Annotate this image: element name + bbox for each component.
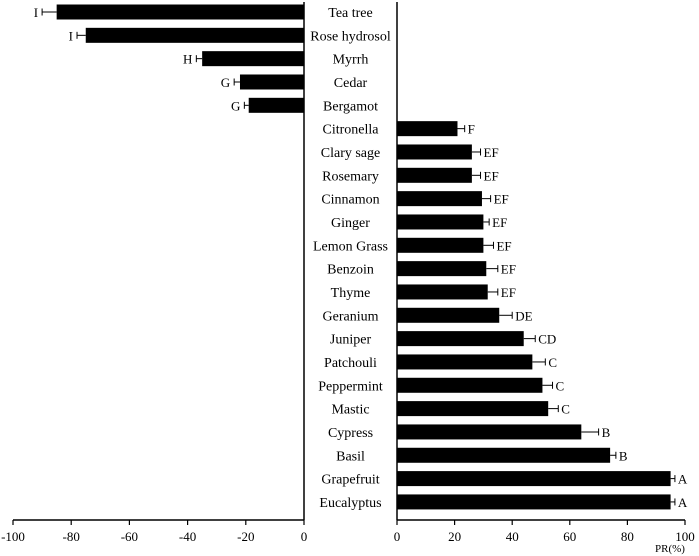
category-label: Peppermint: [318, 379, 383, 394]
bar: [397, 401, 549, 417]
significance-label: I: [69, 28, 73, 43]
significance-label: G: [221, 75, 230, 90]
category-label: Tea tree: [328, 6, 372, 21]
x-tick-label: -100: [1, 529, 25, 544]
category-label: Lemon Grass: [313, 239, 388, 254]
bar: [397, 494, 671, 510]
x-tick-label: 40: [506, 529, 519, 544]
bar: [397, 144, 472, 160]
significance-label: G: [231, 98, 240, 113]
category-label: Eucalyptus: [319, 496, 381, 511]
significance-label: CD: [538, 332, 556, 347]
bar: [397, 237, 484, 253]
significance-label: H: [183, 52, 192, 67]
category-label: Mastic: [331, 403, 369, 418]
bar: [397, 331, 524, 347]
bar: [397, 377, 543, 393]
category-label: Rosemary: [322, 169, 379, 184]
significance-label: EF: [496, 238, 511, 253]
significance-label: C: [548, 355, 557, 370]
category-label: Geranium: [323, 309, 379, 324]
x-tick-label: -60: [121, 529, 138, 544]
category-label: Basil: [336, 449, 365, 464]
category-label: Cinnamon: [321, 193, 379, 208]
category-label: Clary sage: [321, 146, 380, 161]
bar: [397, 191, 482, 207]
category-label: Benzoin: [327, 263, 374, 278]
significance-label: DE: [515, 308, 532, 323]
significance-label: A: [678, 495, 688, 510]
bar: [56, 4, 305, 20]
category-label: Patchouli: [324, 356, 377, 371]
category-label: Bergamot: [323, 99, 378, 114]
bar: [397, 284, 488, 300]
x-tick-label: -80: [63, 529, 80, 544]
category-label: Cedar: [334, 76, 368, 91]
x-axis-label: PR(%): [655, 543, 685, 555]
significance-label: EF: [501, 262, 516, 277]
significance-label: C: [556, 378, 565, 393]
x-tick-label: 80: [621, 529, 634, 544]
category-label: Grapefruit: [321, 473, 379, 488]
category-label: Cypress: [328, 426, 373, 441]
bar: [397, 307, 500, 323]
significance-label: B: [602, 425, 611, 440]
significance-label: EF: [484, 168, 499, 183]
significance-label: EF: [494, 192, 509, 207]
significance-label: C: [561, 402, 570, 417]
category-label: Juniper: [330, 333, 372, 348]
bar: [397, 121, 458, 137]
significance-label: F: [468, 122, 475, 137]
category-label: Thyme: [331, 286, 371, 301]
x-tick-label: 60: [563, 529, 576, 544]
bar: [248, 97, 304, 113]
significance-label: A: [678, 472, 688, 487]
x-tick-label: 100: [675, 529, 695, 544]
category-label: Myrrh: [333, 53, 369, 68]
bar: [397, 354, 533, 370]
significance-label: I: [34, 5, 38, 20]
bar: [397, 424, 582, 440]
significance-label: EF: [484, 145, 499, 160]
category-label: Rose hydrosol: [310, 29, 391, 44]
bar: [397, 261, 487, 277]
x-tick-label: 0: [394, 529, 401, 544]
bar: [202, 51, 304, 67]
x-tick-label: 20: [448, 529, 461, 544]
x-tick-label: 0: [301, 529, 308, 544]
bar: [397, 471, 671, 487]
category-label: Ginger: [331, 216, 370, 231]
bar: [397, 447, 611, 463]
category-labels: Tea tree Rose hydrosol Myrrh Cedar Bergamot C…: [310, 6, 391, 511]
significance-label: B: [619, 448, 628, 463]
bar: [397, 214, 484, 230]
bar: [85, 27, 304, 43]
significance-label: EF: [501, 285, 516, 300]
bar: [397, 167, 472, 183]
category-label: Citronella: [323, 123, 380, 138]
negative-x-axis: -100 -80 -60 -40 -20 0: [1, 2, 307, 544]
bar: [239, 74, 304, 90]
significance-label: EF: [492, 215, 507, 230]
x-tick-label: -20: [237, 529, 254, 544]
x-tick-label: -40: [179, 529, 196, 544]
